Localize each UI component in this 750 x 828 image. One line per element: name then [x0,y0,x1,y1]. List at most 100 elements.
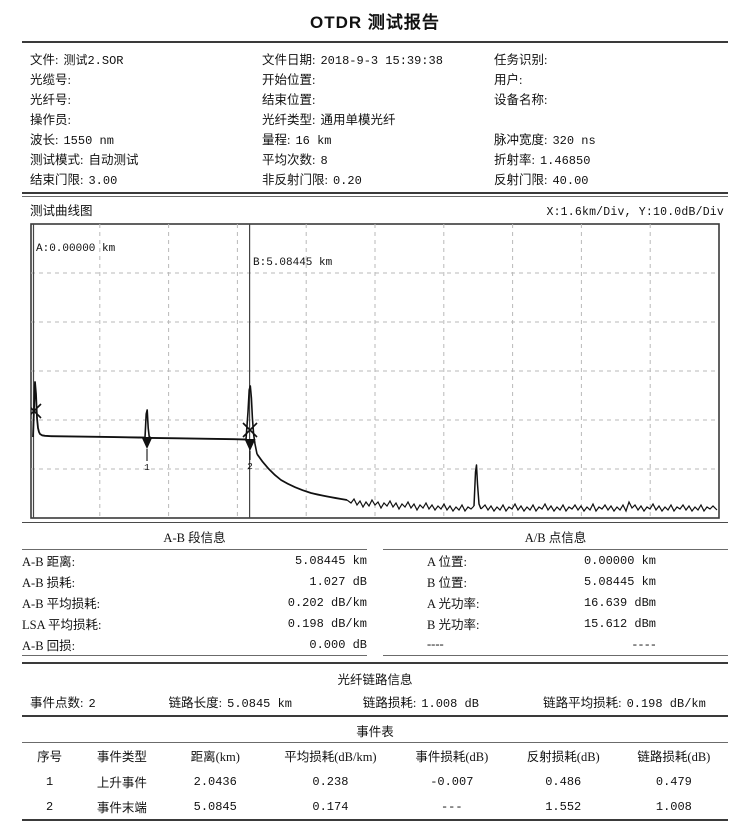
event-table: 序号 事件类型 距离(km) 平均损耗(dB/km) 事件损耗(dB) 反射损耗(dB) 链… [22,743,728,819]
info-key: A-B 回损: [22,639,76,653]
table-row: ---- ---- [383,634,728,655]
event-table-head: 序号 事件类型 距离(km) 平均损耗(dB/km) 事件损耗(dB) 反射损耗(dB) 链… [22,743,728,769]
ab-segment-title: A-B 段信息 [163,531,226,545]
info-value: 15.612 dBm [583,616,656,631]
header-field-label: 光缆号: [30,72,71,87]
chart-header: 测试曲线图 X:1.6km/Div, Y:10.0dB/Div [22,197,728,222]
header-field: 非反射门限: 0.20 [262,169,494,188]
link-info-item: 链路损耗: 1.008 dB [363,692,543,711]
event-table-column-header: 平均损耗(dB/km) [284,750,377,764]
table-row: A 光功率: 16.639 dBm [383,592,728,613]
header-field: 折射率: 1.46850 [494,149,714,168]
event-table-cell: 0.479 [655,774,692,789]
event-table-column-header: 序号 [37,750,63,764]
header-field: 光缆号: [22,69,262,88]
divider-top [22,41,728,43]
link-info-label: 链路长度: [168,696,223,710]
link-info-label: 链路平均损耗: [543,696,622,710]
header-field-label: 光纤号: [30,92,71,107]
info-key: B 位置: [427,576,467,590]
event-marker-1-triangle [141,437,153,449]
header-field: 任务识别: [494,49,714,68]
info-value: 0.202 dB/km [287,595,367,610]
header-field: 脉冲宽度: 320 ns [494,129,714,148]
header-field-label: 非反射门限: [262,172,328,187]
header-field-label: 测试模式: [30,152,84,167]
header-field-label: 开始位置: [262,72,316,87]
table-row: LSA 平均损耗: 0.198 dB/km [22,613,367,634]
event-table-title: 事件表 [356,725,394,739]
header-field-value: 320 ns [552,133,596,148]
link-info-title: 光纤链路信息 [337,673,413,687]
table-row: B 光功率: 15.612 dBm [383,613,728,634]
table-row: 2 事件末端 5.0845 0.174 --- 1.552 1.008 [22,794,728,819]
header-field: 文件: 测试2.SOR [22,49,262,68]
link-info-value: 2 [88,697,96,711]
header-info-row: 光缆号: 开始位置: 用户: [22,68,728,88]
ab-points-rule [383,549,728,550]
header-field-value: 0.20 [332,173,362,188]
link-info-label: 事件点数: [30,696,84,710]
header-field-label: 平均次数: [262,152,316,167]
header-field-value: 1.46850 [539,153,591,168]
header-info-row: 操作员: 光纤类型: 通用单模光纤 [22,108,728,128]
info-key: B 光功率: [427,618,480,632]
info-key: LSA 平均损耗: [22,618,102,632]
table-row: A-B 损耗: 1.027 dB [22,571,367,592]
info-value: 5.08445 km [294,553,367,568]
event-table-column-header: 事件类型 [96,750,147,764]
link-info-value: 1.008 dB [421,697,479,711]
table-row: B 位置: 5.08445 km [383,571,728,592]
otdr-trace-plot[interactable]: 1 2 A:0.00000 km B:5.08445 km [29,222,721,522]
header-info-row: 文件: 测试2.SOR 文件日期: 2018-9-3 15:39:38 任务识别: [22,48,728,68]
header-info-row: 测试模式: 自动测试 平均次数: 8 折射率: 1.46850 [22,148,728,168]
trace-decay-tail [256,453,348,501]
ab-points-title: A/B 点信息 [524,531,587,545]
event-table-cell: 0.238 [312,774,349,789]
header-field-label: 结束门限: [30,172,84,187]
table-row: A-B 回损: 0.000 dB [22,634,367,655]
header-field-value: 2018-9-3 15:39:38 [320,53,443,68]
header-field: 平均次数: 8 [262,149,494,168]
event-table-header-row: 序号 事件类型 距离(km) 平均损耗(dB/km) 事件损耗(dB) 反射损耗(dB) 链… [22,743,728,769]
trace-segment-2 [150,436,247,441]
divider-chart-top [22,196,728,197]
cursor-b-label: B:5.08445 km [253,257,333,269]
header-field-value: 测试2.SOR [63,53,124,68]
header-field-label: 反射门限: [494,172,548,187]
header-field-label: 文件: [30,52,59,67]
header-field: 波长: 1550 nm [22,129,262,148]
table-row: A-B 距离: 5.08445 km [22,550,367,571]
event-table-cell: 2 [46,799,54,814]
event-table-cell: 上升事件 [96,776,147,790]
page-title: OTDR 测试报告 [310,13,440,32]
ab-info-panels: A-B 段信息 A-B 距离: 5.08445 km A-B 损耗: 1.027 dB… [22,523,728,656]
event-table-cell: 1.008 [655,799,692,814]
chart-scale-label: X:1.6km/Div, Y:10.0dB/Div [546,206,724,219]
header-field: 光纤类型: 通用单模光纤 [262,109,494,128]
info-key: A 光功率: [427,597,480,611]
header-field-label: 脉冲宽度: [494,132,548,147]
info-value: 0.000 dB [309,637,367,652]
divider-before-link [22,662,728,664]
info-key: A-B 损耗: [22,576,76,590]
link-info-item: 链路长度: 5.0845 km [169,692,363,711]
table-row: A-B 平均损耗: 0.202 dB/km [22,592,367,613]
cursor-b-x-marker [242,422,258,438]
event-marker-2-label: 2 [247,461,253,472]
event-table-cell: 0.486 [545,774,582,789]
header-field: 结束位置: [262,89,494,108]
header-field-label: 任务识别: [494,52,548,67]
event-table-cell: 1.552 [545,799,582,814]
header-field-value: 8 [320,153,328,168]
header-field-label: 操作员: [30,112,71,127]
info-value: 16.639 dBm [583,595,656,610]
info-value: 1.027 dB [309,574,367,589]
trace-event1-spike [144,409,152,439]
info-key: A-B 距离: [22,555,76,569]
trace-launch-reflection [32,381,52,438]
info-value: 0.00000 km [583,553,656,568]
ab-segment-body: A-B 距离: 5.08445 km A-B 损耗: 1.027 dB A-B 平均损耗… [22,550,367,655]
event-table-cell: 2.0436 [193,774,237,789]
